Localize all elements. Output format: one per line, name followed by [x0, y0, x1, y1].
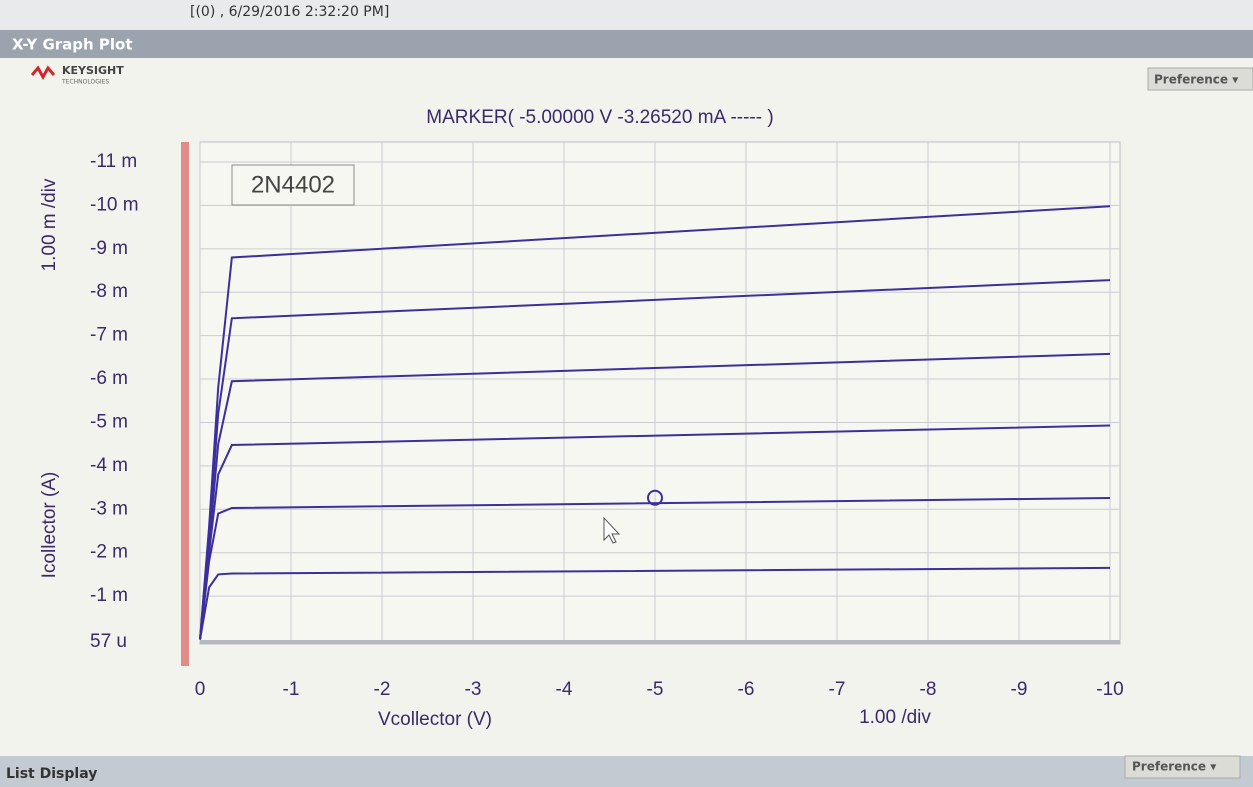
x-tick-label: -5	[647, 679, 664, 700]
screen: [(0) , 6/29/2016 2:32:20 PM] X-Y Graph P…	[0, 0, 1253, 787]
x-tick-label: -9	[1011, 679, 1028, 700]
x-axis-label: Vcollector (V)	[378, 709, 492, 730]
y-tick-label: -5 m	[90, 411, 128, 432]
footer-bar	[0, 756, 1253, 787]
brand: KEYSIGHT	[62, 64, 124, 77]
y-tick-label: -4 m	[90, 455, 128, 476]
page: [(0) , 6/29/2016 2:32:20 PM] X-Y Graph P…	[0, 0, 1253, 787]
y-tick-label: -10 m	[90, 194, 139, 215]
y-tick-label: -8 m	[90, 281, 128, 302]
y-tick-label: -1 m	[90, 585, 128, 606]
x-tick-label: -10	[1096, 679, 1123, 700]
footer-title: List Display	[6, 766, 97, 782]
x-tick-label: -1	[283, 679, 300, 700]
x-scale-label: 1.00 /div	[859, 707, 931, 728]
marker-readout: MARKER( -5.00000 V -3.26520 mA ----- )	[426, 107, 773, 128]
y-tick-label: -2 m	[90, 542, 128, 563]
window-title: X-Y Graph Plot	[12, 36, 133, 54]
footer-preference-label: Preference ▾	[1132, 760, 1216, 774]
x-tick-label: -3	[465, 679, 482, 700]
x-tick-label: -4	[556, 679, 573, 700]
top-strip	[0, 0, 1253, 30]
x-tick-label: -7	[829, 679, 846, 700]
title-bar	[0, 30, 1253, 58]
device-label: 2N4402	[251, 171, 335, 198]
y-axis-label: Icollector (A)	[39, 472, 60, 579]
x-tick-label: -6	[738, 679, 755, 700]
y-tick-label: -6 m	[90, 368, 128, 389]
x-tick-label: 0	[195, 679, 206, 700]
timestamp: [(0) , 6/29/2016 2:32:20 PM]	[190, 4, 389, 20]
y-scale-label: 1.00 m /div	[39, 178, 60, 271]
y-tick-label: 57 u	[90, 631, 127, 652]
y-tick-label: -3 m	[90, 498, 128, 519]
x-tick-label: -8	[920, 679, 937, 700]
y-tick-label: -7 m	[90, 325, 128, 346]
y-tick-label: -9 m	[90, 238, 128, 259]
red-bar	[181, 142, 189, 666]
y-tick-label: -11 m	[90, 151, 137, 172]
preference-label: Preference ▾	[1154, 73, 1238, 87]
brand-sub: TECHNOLOGIES	[61, 79, 109, 86]
x-tick-label: -2	[374, 679, 391, 700]
